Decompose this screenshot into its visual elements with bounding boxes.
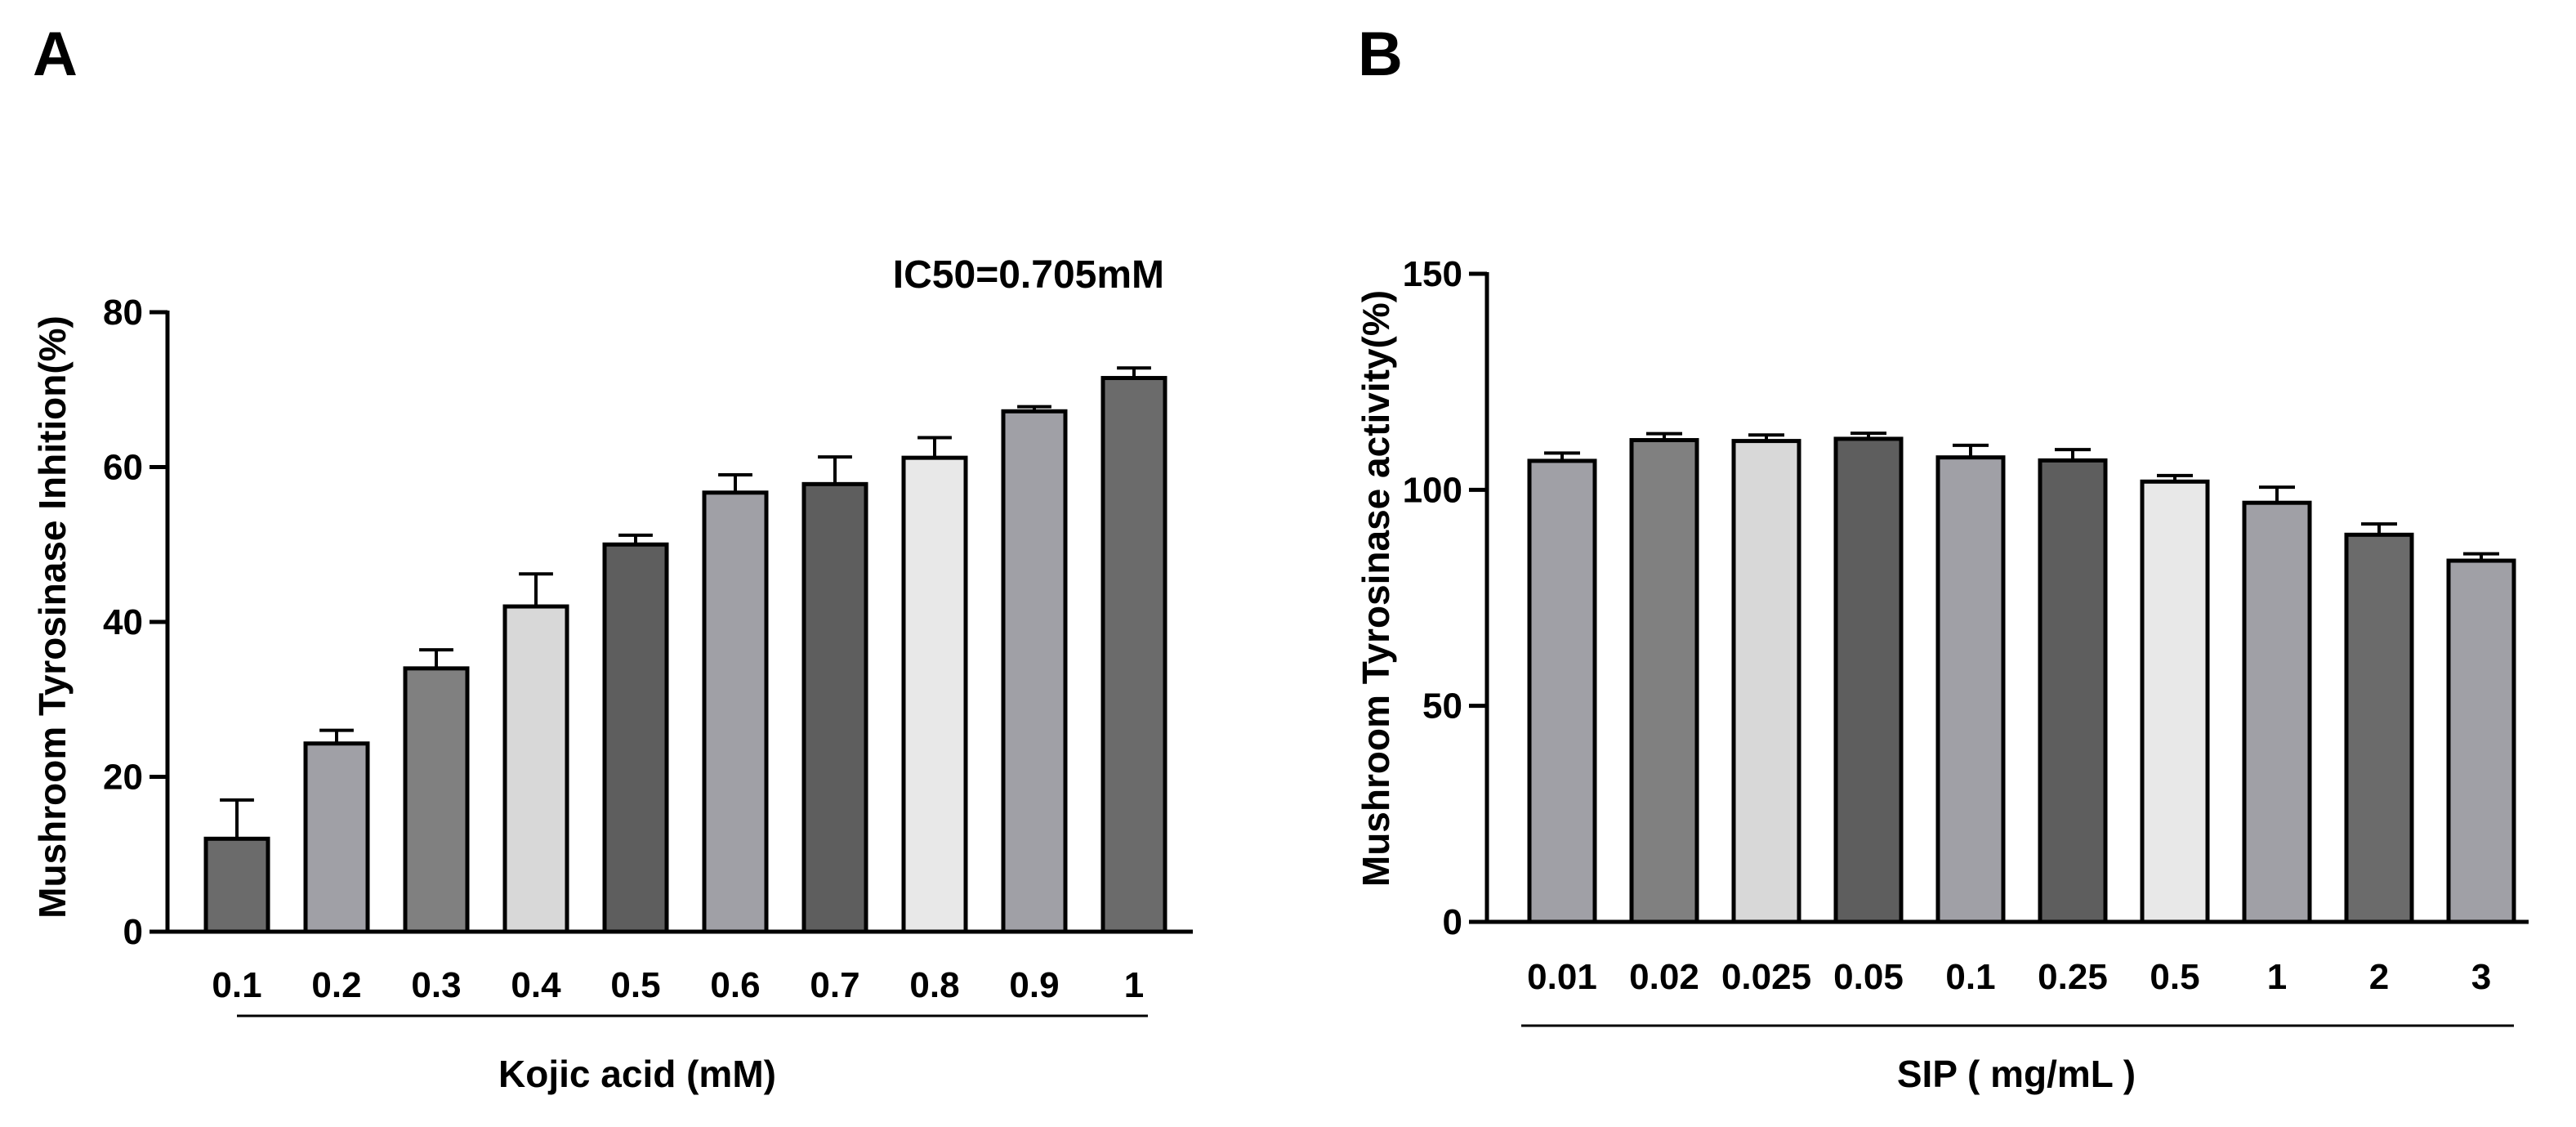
a-category-label: 0.3 xyxy=(411,965,461,1005)
panel-b-error-bars xyxy=(1544,432,2499,561)
a-category-label: 0.9 xyxy=(1009,965,1059,1005)
panel-b-x-axis-title: SIP ( mg/mL ) xyxy=(1897,1053,2136,1095)
panel-b-sip-chart: B Mushroom Tyrosinase activity(%) SIP ( … xyxy=(1355,20,2529,1095)
panel-a-error-bars xyxy=(220,366,1151,839)
a-category-label: 0.2 xyxy=(311,965,361,1005)
b-y-tick-label: 150 xyxy=(1403,254,1462,294)
b-category-label: 0.1 xyxy=(1945,957,1995,997)
b-bar-2 xyxy=(2344,532,2414,924)
a-bar-0.6 xyxy=(702,490,769,934)
panel-a-y-ticks: 0 20 40 60 80 xyxy=(103,293,167,952)
a-category-label: 0.1 xyxy=(212,965,261,1005)
b-bar-1 xyxy=(2242,500,2312,924)
b-bar-3 xyxy=(2446,558,2516,924)
panel-a-label: A xyxy=(33,20,78,89)
a-bar-0.1 xyxy=(203,836,270,934)
b-category-label: 0.05 xyxy=(1833,957,1904,997)
a-y-tick-label: 60 xyxy=(103,448,143,488)
a-bar-1 xyxy=(1100,376,1167,934)
a-category-label: 0.4 xyxy=(511,965,561,1005)
panel-a-bars xyxy=(203,376,1167,934)
b-category-label: 2 xyxy=(2369,957,2389,997)
a-y-tick-label: 0 xyxy=(123,912,143,952)
a-y-tick-label: 40 xyxy=(103,602,143,642)
a-bar-0.8 xyxy=(901,455,968,934)
a-bar-0.3 xyxy=(403,666,470,934)
b-y-tick-label: 50 xyxy=(1422,686,1462,727)
a-bar-0.4 xyxy=(502,604,569,934)
panel-b-y-axis-title: Mushroom Tyrosinase activity(%) xyxy=(1355,290,1397,887)
panel-b-bars xyxy=(1527,436,2516,924)
b-y-tick-label: 100 xyxy=(1403,470,1462,510)
b-category-label: 0.02 xyxy=(1629,957,1699,997)
b-bar-0.1 xyxy=(1935,455,2006,924)
a-bar-0.5 xyxy=(602,542,669,934)
panel-a-category-labels: 0.1 0.2 0.3 0.4 0.5 0.6 0.7 0.8 0.9 1 xyxy=(212,965,1144,1005)
panel-b-category-labels: 0.01 0.02 0.025 0.05 0.1 0.25 0.5 1 2 3 xyxy=(1527,957,2491,997)
a-category-label: 0.8 xyxy=(909,965,959,1005)
b-y-tick-label: 0 xyxy=(1443,902,1462,942)
a-y-tick-label: 20 xyxy=(103,758,143,798)
b-category-label: 0.25 xyxy=(2038,957,2108,997)
a-bar-0.2 xyxy=(303,741,370,934)
b-category-label: 0.01 xyxy=(1527,957,1597,997)
b-category-label: 3 xyxy=(2471,957,2491,997)
a-category-label: 0.7 xyxy=(810,965,859,1005)
a-bar-0.9 xyxy=(1001,409,1068,934)
b-category-label: 0.5 xyxy=(2150,957,2199,997)
a-bar-0.7 xyxy=(801,481,868,934)
b-bar-0.05 xyxy=(1833,436,1904,924)
a-category-label: 0.5 xyxy=(610,965,660,1005)
b-bar-0.5 xyxy=(2140,479,2210,924)
b-bar-0.02 xyxy=(1629,438,1699,924)
a-y-tick-label: 80 xyxy=(103,293,143,333)
a-category-label: 1 xyxy=(1124,965,1144,1005)
b-bar-0.025 xyxy=(1731,439,1801,924)
panel-a-y-axis-title: Mushroom Tyrosinase Inhition(%) xyxy=(31,315,74,919)
b-category-label: 0.025 xyxy=(1721,957,1811,997)
ic50-annotation: IC50=0.705mM xyxy=(893,253,1164,297)
b-category-label: 1 xyxy=(2267,957,2287,997)
panel-b-label: B xyxy=(1358,20,1403,89)
panel-b-y-ticks: 0 50 100 150 xyxy=(1403,254,1487,942)
panel-a-kojic-acid-chart: A IC50=0.705mM Mushroom Tyrosinase Inhit… xyxy=(31,20,1193,1095)
a-category-label: 0.6 xyxy=(710,965,760,1005)
panel-a-x-axis-title: Kojic acid (mM) xyxy=(498,1053,776,1095)
b-bar-0.01 xyxy=(1527,458,1597,924)
b-bar-0.25 xyxy=(2038,458,2108,924)
